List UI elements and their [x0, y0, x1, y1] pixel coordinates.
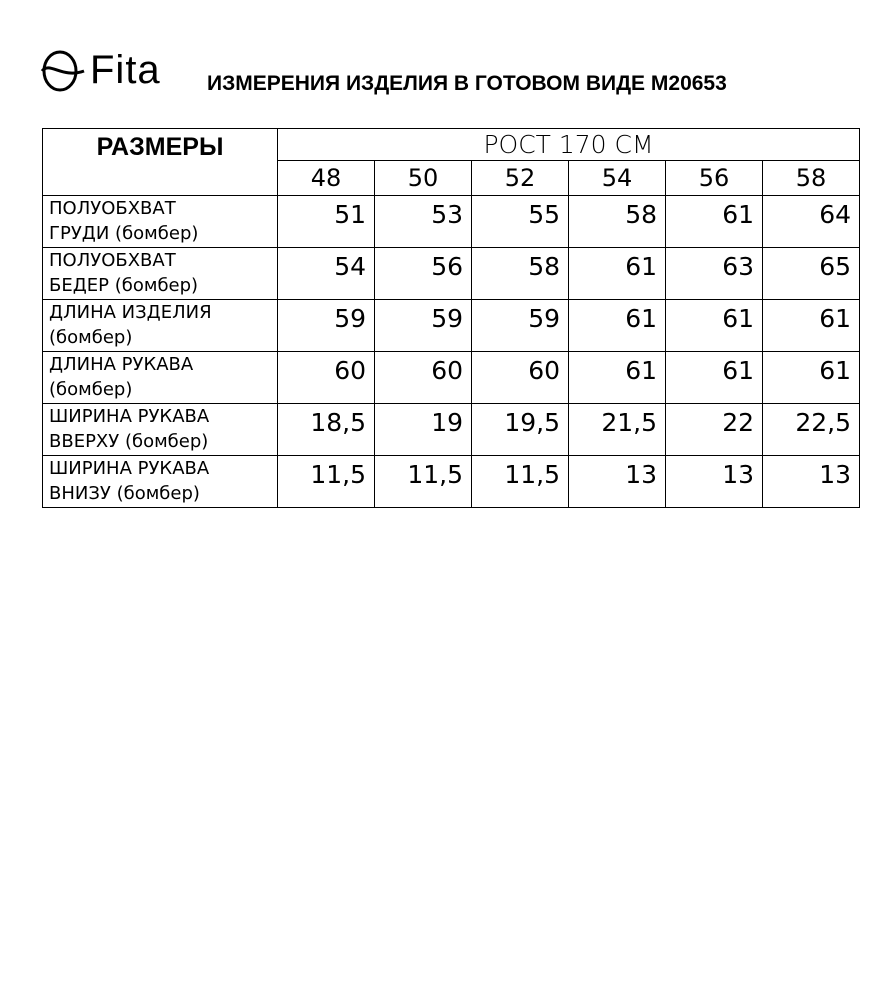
table-cell: 58 [471, 247, 569, 300]
row-label-line: ДЛИНА ИЗДЕЛИЯ [49, 302, 212, 323]
row-label-line: БЕДЕР (бомбер) [49, 275, 199, 296]
row-label-line: ПОЛУОБХВАТ [49, 250, 176, 271]
fita-theta-icon [40, 50, 85, 91]
table-cell: 61 [568, 247, 666, 300]
table-cell: 61 [665, 195, 763, 248]
row-label-line: ГРУДИ (бомбер) [49, 223, 199, 244]
fita-logo: Fita [40, 48, 161, 93]
row-label-line: ШИРИНА РУКАВА [49, 406, 210, 427]
table-cell: 54 [277, 247, 375, 300]
table-cell: 56 [374, 247, 472, 300]
table-cell: 61 [762, 351, 860, 404]
table-row: ДЛИНА ИЗДЕЛИЯ (бомбер) 59 59 59 61 61 61 [42, 299, 860, 352]
measurements-table: РАЗМЕРЫ РОСТ 170 СМ 48 50 52 54 56 58 ПОЛУОБХ… [42, 128, 860, 508]
table-cell: 61 [665, 299, 763, 352]
table-cell: 55 [471, 195, 569, 248]
table-row: ШИРИНА РУКАВА ВВЕРХУ (бомбер) 18,5 19 19,5 21… [42, 403, 860, 456]
table-cell: 18,5 [277, 403, 375, 456]
table-cell: 65 [762, 247, 860, 300]
table-cell: 60 [374, 351, 472, 404]
table-row: ПОЛУОБХВАТ БЕДЕР (бомбер) 54 56 58 61 63 65 [42, 247, 860, 300]
row-label-line: ВВЕРХУ (бомбер) [49, 431, 209, 452]
row-label: ШИРИНА РУКАВА ВВЕРХУ (бомбер) [42, 403, 278, 456]
table-row: ПОЛУОБХВАТ ГРУДИ (бомбер) 51 53 55 58 61 64 [42, 195, 860, 248]
row-label-line: ДЛИНА РУКАВА [49, 354, 194, 375]
table-cell: 61 [568, 351, 666, 404]
table-cell: 13 [568, 455, 666, 508]
row-label-line: ШИРИНА РУКАВА [49, 458, 210, 479]
table-cell: 53 [374, 195, 472, 248]
table-cell: 11,5 [277, 455, 375, 508]
header-row: РАЗМЕРЫ РОСТ 170 СМ [42, 128, 860, 196]
row-label-line: (бомбер) [49, 327, 133, 348]
row-label: ДЛИНА РУКАВА (бомбер) [42, 351, 278, 404]
table-cell: 60 [277, 351, 375, 404]
table-cell: 59 [277, 299, 375, 352]
size-header: 56 [665, 160, 763, 196]
table-cell: 11,5 [374, 455, 472, 508]
row-label: ПОЛУОБХВАТ ГРУДИ (бомбер) [42, 195, 278, 248]
table-cell: 19,5 [471, 403, 569, 456]
table-cell: 21,5 [568, 403, 666, 456]
size-header: 48 [277, 160, 375, 196]
row-label: ДЛИНА ИЗДЕЛИЯ (бомбер) [42, 299, 278, 352]
table-cell: 63 [665, 247, 763, 300]
table-cell: 22 [665, 403, 763, 456]
logo-text: Fita [90, 48, 161, 92]
size-header: 50 [374, 160, 472, 196]
row-label: ШИРИНА РУКАВА ВНИЗУ (бомбер) [42, 455, 278, 508]
table-cell: 58 [568, 195, 666, 248]
table-cell: 22,5 [762, 403, 860, 456]
table-cell: 64 [762, 195, 860, 248]
table-cell: 61 [665, 351, 763, 404]
row-label-line: ВНИЗУ (бомбер) [49, 483, 200, 504]
table-cell: 59 [471, 299, 569, 352]
size-header: 54 [568, 160, 666, 196]
sizes-header: РАЗМЕРЫ [42, 128, 278, 196]
table-cell: 11,5 [471, 455, 569, 508]
table-cell: 19 [374, 403, 472, 456]
table-row: ШИРИНА РУКАВА ВНИЗУ (бомбер) 11,5 11,5 11,5 1… [42, 455, 860, 508]
table-row: ДЛИНА РУКАВА (бомбер) 60 60 60 61 61 61 [42, 351, 860, 404]
page-title: ИЗМЕРЕНИЯ ИЗДЕЛИЯ В ГОТОВОМ ВИДЕ М20653 [207, 72, 727, 95]
table-cell: 61 [762, 299, 860, 352]
row-label-line: ПОЛУОБХВАТ [49, 198, 176, 219]
row-label-line: (бомбер) [49, 379, 133, 400]
table-cell: 59 [374, 299, 472, 352]
size-header: 58 [762, 160, 860, 196]
table-cell: 61 [568, 299, 666, 352]
size-header: 52 [471, 160, 569, 196]
table-cell: 60 [471, 351, 569, 404]
table-cell: 51 [277, 195, 375, 248]
table-cell: 13 [665, 455, 763, 508]
table-cell: 13 [762, 455, 860, 508]
growth-header: РОСТ 170 СМ [277, 128, 860, 161]
row-label: ПОЛУОБХВАТ БЕДЕР (бомбер) [42, 247, 278, 300]
